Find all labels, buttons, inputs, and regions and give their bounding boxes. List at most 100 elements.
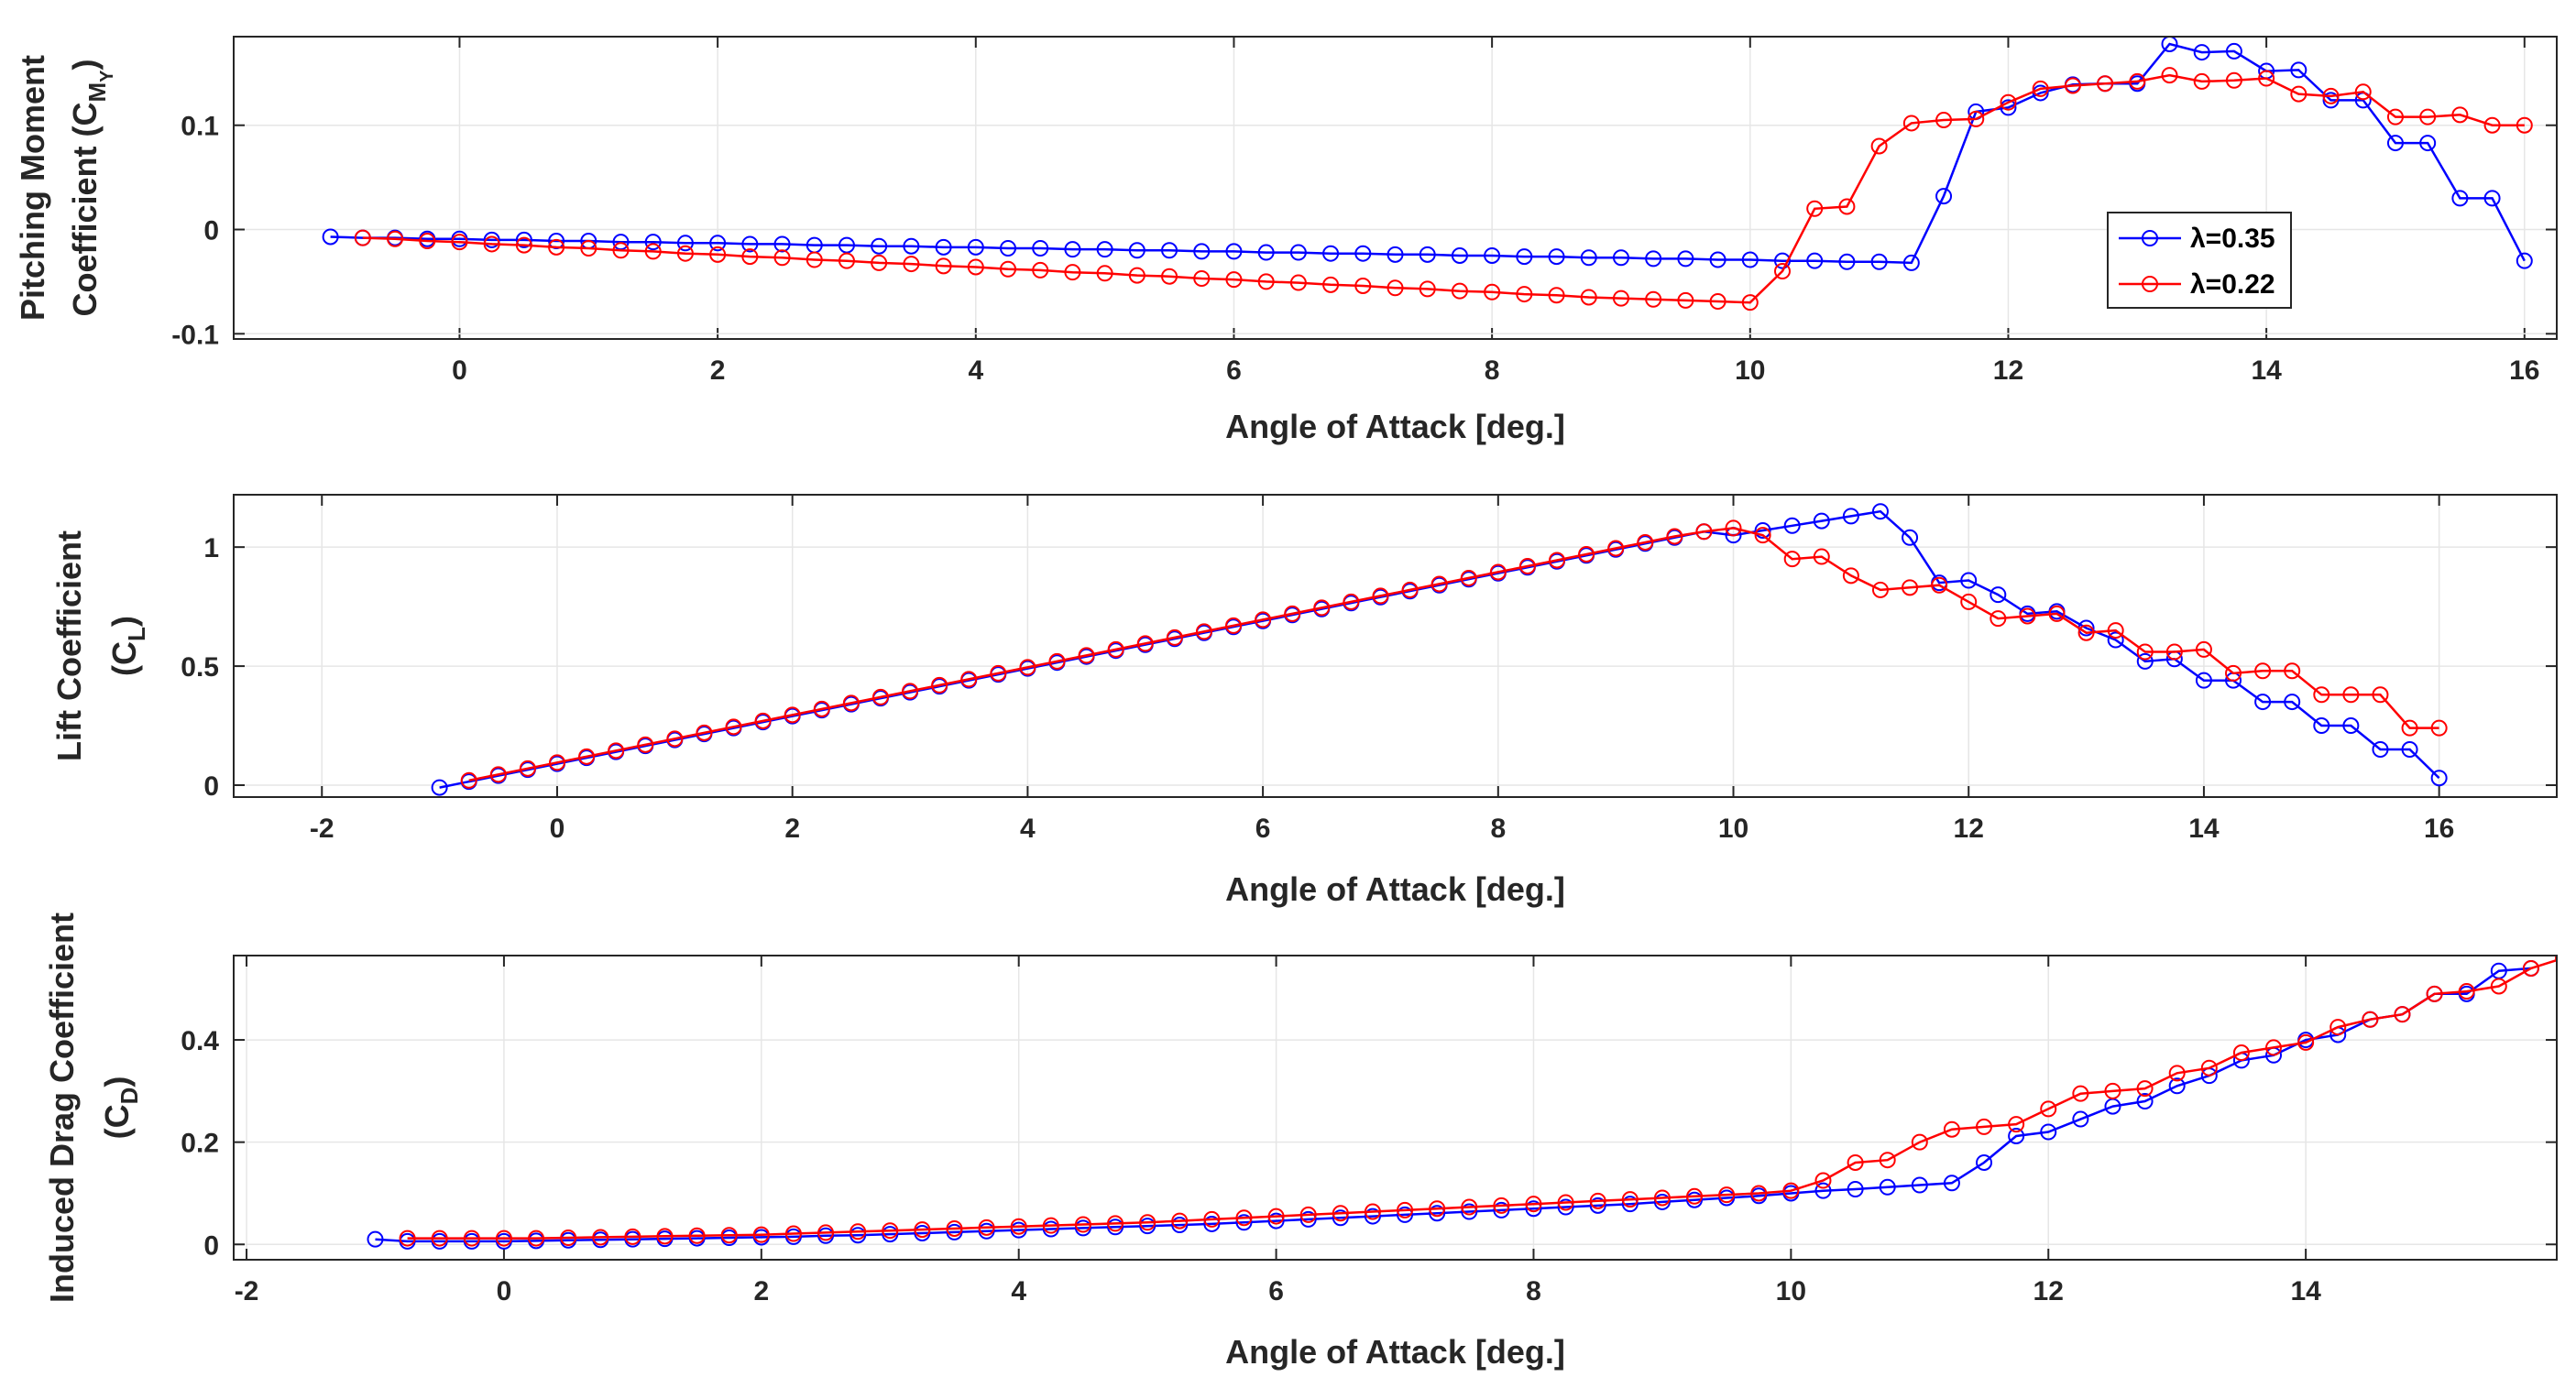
data-point: [1645, 290, 1662, 308]
data-point: [2290, 85, 2307, 103]
axes-box: [233, 36, 2558, 340]
data-point: [1847, 1153, 1864, 1171]
data-point: [1431, 575, 1448, 593]
data-point: [990, 664, 1007, 682]
data-point: [2419, 135, 2437, 152]
data-point: [1813, 512, 1830, 530]
data-point: [2225, 42, 2242, 60]
data-point: [1774, 252, 1791, 269]
data-point: [1612, 249, 1629, 267]
y-axis-label-line-2: (CD): [98, 1077, 143, 1140]
data-point: [463, 1230, 480, 1247]
data-point: [2372, 686, 2389, 704]
data-point: [1842, 508, 1859, 525]
data-point: [1870, 253, 1888, 270]
data-point: [2008, 1116, 2025, 1133]
data-point: [784, 1225, 802, 1242]
x-tick-label: 10: [1776, 1276, 1806, 1306]
data-point: [1364, 1203, 1381, 1220]
data-point: [1589, 1192, 1606, 1209]
data-point: [688, 1227, 706, 1244]
data-point: [754, 712, 772, 729]
data-point: [914, 1221, 931, 1239]
y-tick-label: 1: [203, 533, 219, 563]
data-point: [903, 237, 920, 255]
data-point: [1718, 1186, 1736, 1204]
x-tick-label: 12: [2033, 1276, 2064, 1306]
y-label-subscript: L: [123, 627, 150, 641]
data-point: [2451, 190, 2469, 207]
data-point: [2451, 106, 2469, 124]
data-point: [1990, 586, 2007, 604]
data-point: [2136, 1080, 2154, 1098]
data-point: [1976, 1118, 1993, 1135]
data-point: [528, 1230, 545, 1247]
data-point: [741, 235, 759, 253]
data-point: [1489, 563, 1507, 581]
data-point: [1225, 617, 1243, 634]
data-point: [935, 257, 952, 275]
data-point: [1518, 557, 1536, 574]
y-label-close: ): [98, 1077, 136, 1087]
data-point: [1814, 1172, 1832, 1189]
data-point: [1032, 240, 1049, 257]
data-point: [460, 771, 477, 789]
data-point: [1364, 1208, 1381, 1225]
data-point: [1048, 652, 1066, 670]
series-layer: [367, 956, 2557, 1250]
series-line-2: [407, 958, 2557, 1240]
data-point: [2195, 640, 2212, 658]
data-point: [1372, 587, 1389, 605]
data-point: [322, 228, 339, 246]
data-point: [1754, 527, 1771, 544]
y-axis-label-line-1: Pitching Moment: [14, 55, 51, 321]
data-point: [2322, 87, 2340, 104]
data-point: [2354, 83, 2372, 101]
data-point: [2072, 1085, 2089, 1102]
data-point: [1401, 581, 1419, 598]
data-point: [2401, 741, 2418, 759]
data-point: [946, 1219, 963, 1237]
data-point: [1107, 1215, 1124, 1232]
data-point: [2161, 37, 2178, 52]
data-point: [1960, 593, 1978, 610]
data-point: [1677, 291, 1694, 309]
data-point: [902, 683, 919, 700]
data-point: [1107, 640, 1124, 658]
data-point: [1621, 1196, 1639, 1213]
data-point: [1193, 270, 1211, 287]
data-point: [752, 1226, 770, 1243]
legend-marker-1: [2142, 230, 2158, 246]
data-point: [1484, 283, 1501, 301]
data-point: [2265, 1039, 2283, 1056]
data-point: [978, 1219, 995, 1236]
data-point: [871, 688, 889, 705]
x-tick-label: 12: [1954, 814, 1984, 844]
data-point: [1943, 1175, 1960, 1192]
legend-box: [2107, 212, 2292, 309]
data-point: [515, 236, 532, 254]
data-point: [1419, 246, 1436, 263]
data-point: [1589, 1197, 1606, 1214]
data-point: [2000, 93, 2017, 111]
y-label-sub-subscript: Y: [97, 70, 117, 82]
data-point: [2458, 983, 2475, 1000]
data-point: [2522, 959, 2539, 977]
data-point: [2168, 1077, 2186, 1095]
x-tick-label: 0: [497, 1276, 512, 1306]
x-tick-label: 16: [2424, 814, 2454, 844]
data-point: [813, 700, 830, 717]
data-point: [1171, 1217, 1189, 1234]
data-point: [850, 1223, 867, 1240]
x-tick-label: 0: [550, 814, 565, 844]
data-point: [1343, 593, 1360, 610]
data-point: [676, 235, 694, 252]
x-tick-label: 2: [710, 355, 726, 386]
x-tick-label: 6: [1255, 814, 1271, 844]
data-point: [483, 231, 500, 248]
data-point: [612, 242, 630, 259]
data-point: [935, 238, 952, 256]
data-point: [1139, 1214, 1156, 1231]
data-point: [903, 256, 920, 273]
data-point: [1990, 610, 2007, 628]
